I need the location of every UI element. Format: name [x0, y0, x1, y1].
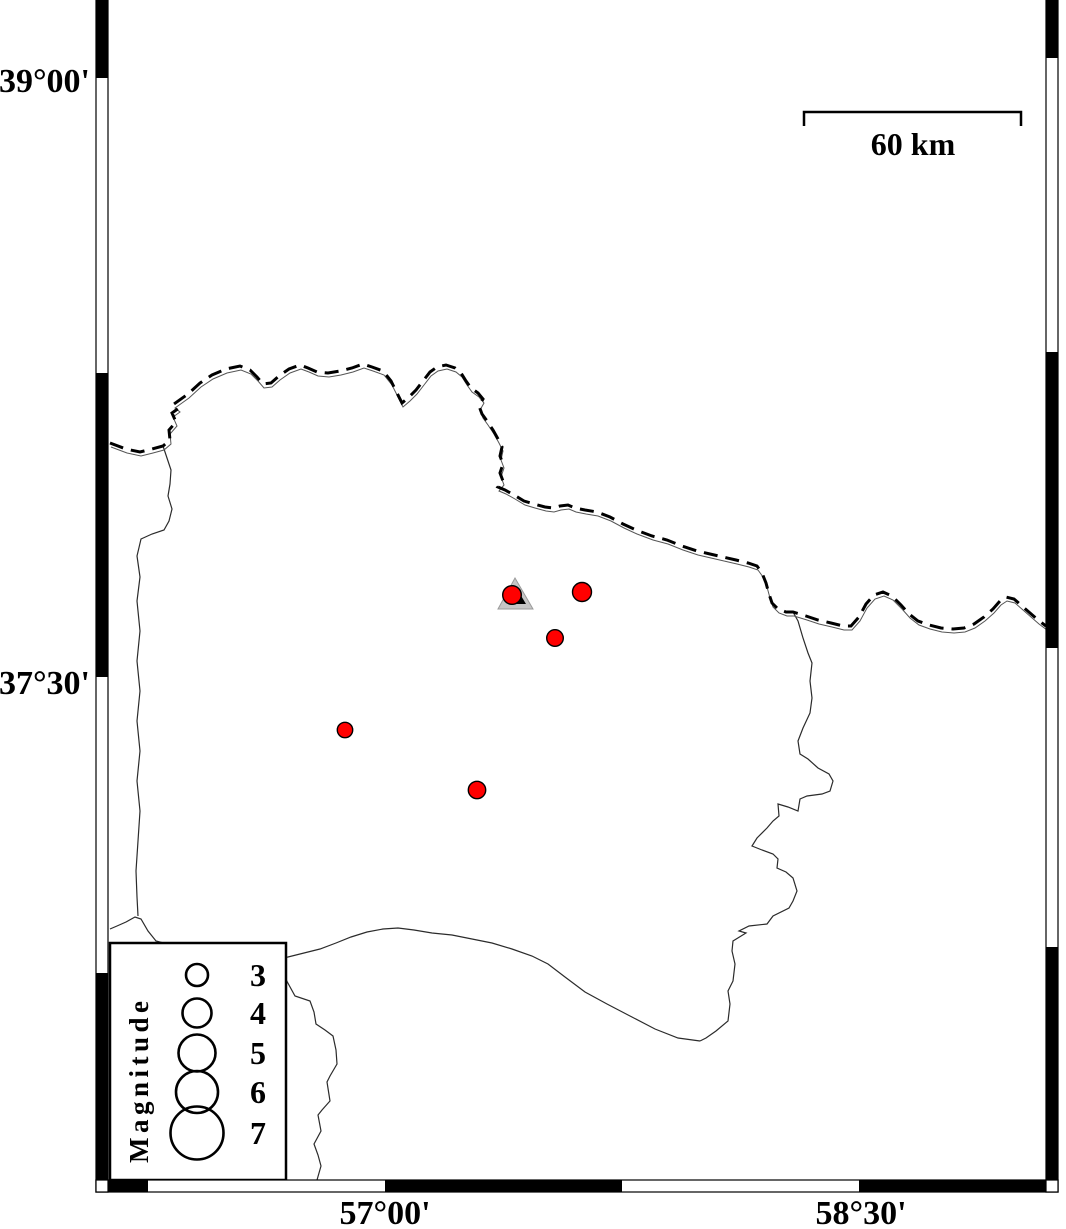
frame-left-seg3: [96, 973, 108, 1180]
frame-bottom-seg1: [108, 1180, 148, 1192]
map-content: [109, 362, 1046, 1180]
lon-label-58-30: 58°30': [815, 1195, 906, 1229]
frame-corner-bl: [95, 1179, 109, 1193]
frame-corner-br: [1045, 1179, 1059, 1193]
legend-magnitude-circle: [184, 962, 210, 988]
frame-right-seg3: [1046, 947, 1058, 1180]
legend-entries: 34 56 7: [169, 957, 266, 1161]
magnitude-legend: Magnitude 34 56 7: [108, 941, 288, 1182]
epicenter-dot: [467, 780, 487, 800]
legend-magnitude-value: 5: [250, 1035, 266, 1071]
legend-magnitude-value: 3: [250, 957, 266, 993]
epicenter-dot: [502, 585, 523, 606]
river-line: [277, 964, 338, 1180]
frame-right-seg2: [1046, 352, 1058, 648]
frame-right-seg1: [1046, 0, 1058, 58]
epicenter-dot: [336, 721, 354, 739]
legend-magnitude-value: 7: [250, 1115, 266, 1151]
epicenter-dot: [571, 581, 593, 603]
lat-label-37-30: 37°30': [0, 665, 90, 702]
frame-left-seg2: [96, 373, 108, 677]
frame-left-seg1: [96, 0, 108, 78]
scale-bar-bracket: [802, 110, 1023, 126]
lat-label-39-00: 39°00': [0, 63, 90, 100]
province-boundary-east: [699, 611, 834, 1042]
legend-magnitude-circle: [174, 1069, 220, 1115]
legend-magnitude-value: 4: [250, 995, 266, 1031]
scale-bar-label: 60 km: [871, 126, 956, 162]
national-border-thin-line: [110, 367, 1046, 634]
national-border-dashed-line: [109, 362, 1046, 631]
map-frame: [95, 0, 1059, 1193]
legend-title: Magnitude: [124, 996, 154, 1163]
province-boundary-west: [135, 445, 173, 917]
legend-magnitude-value: 6: [250, 1074, 266, 1110]
province-boundary-south: [109, 916, 701, 1042]
scale-bar: 60 km: [802, 110, 1023, 162]
national-border: [109, 362, 1046, 634]
lon-label-57-00: 57°00': [339, 1195, 430, 1229]
frame-bottom-seg3: [859, 1180, 1046, 1192]
legend-box: [108, 941, 288, 1182]
legend-magnitude-circle: [169, 1105, 225, 1161]
epicenter-dot: [546, 629, 565, 648]
frame-bottom-seg2: [385, 1180, 622, 1192]
legend-magnitude-circle: [181, 997, 213, 1029]
earthquake-epicenters: [336, 581, 593, 800]
